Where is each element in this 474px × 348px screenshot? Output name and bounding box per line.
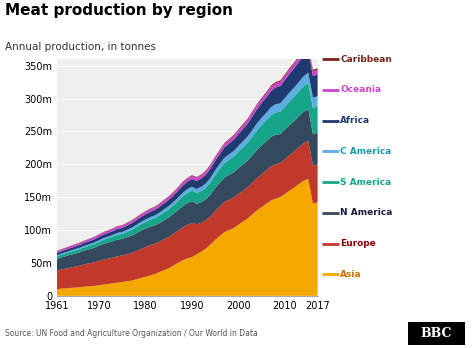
Text: Africa: Africa [340, 116, 371, 125]
Text: BBC: BBC [420, 327, 452, 340]
Text: Oceania: Oceania [340, 85, 382, 94]
Text: C America: C America [340, 147, 392, 156]
Text: N America: N America [340, 208, 392, 217]
Text: Meat production by region: Meat production by region [5, 3, 233, 18]
Text: Caribbean: Caribbean [340, 55, 392, 64]
Text: Annual production, in tonnes: Annual production, in tonnes [5, 42, 156, 52]
Text: Source: UN Food and Agriculture Organization / Our World in Data: Source: UN Food and Agriculture Organiza… [5, 329, 257, 338]
Text: Asia: Asia [340, 270, 362, 279]
Text: Europe: Europe [340, 239, 376, 248]
Text: S America: S America [340, 177, 392, 187]
